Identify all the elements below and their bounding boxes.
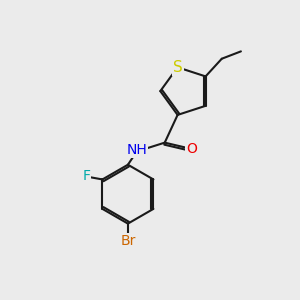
Text: F: F <box>82 169 90 184</box>
Text: Br: Br <box>120 234 136 248</box>
Text: NH: NH <box>126 143 147 157</box>
Text: S: S <box>173 60 182 75</box>
Text: O: O <box>186 142 197 155</box>
